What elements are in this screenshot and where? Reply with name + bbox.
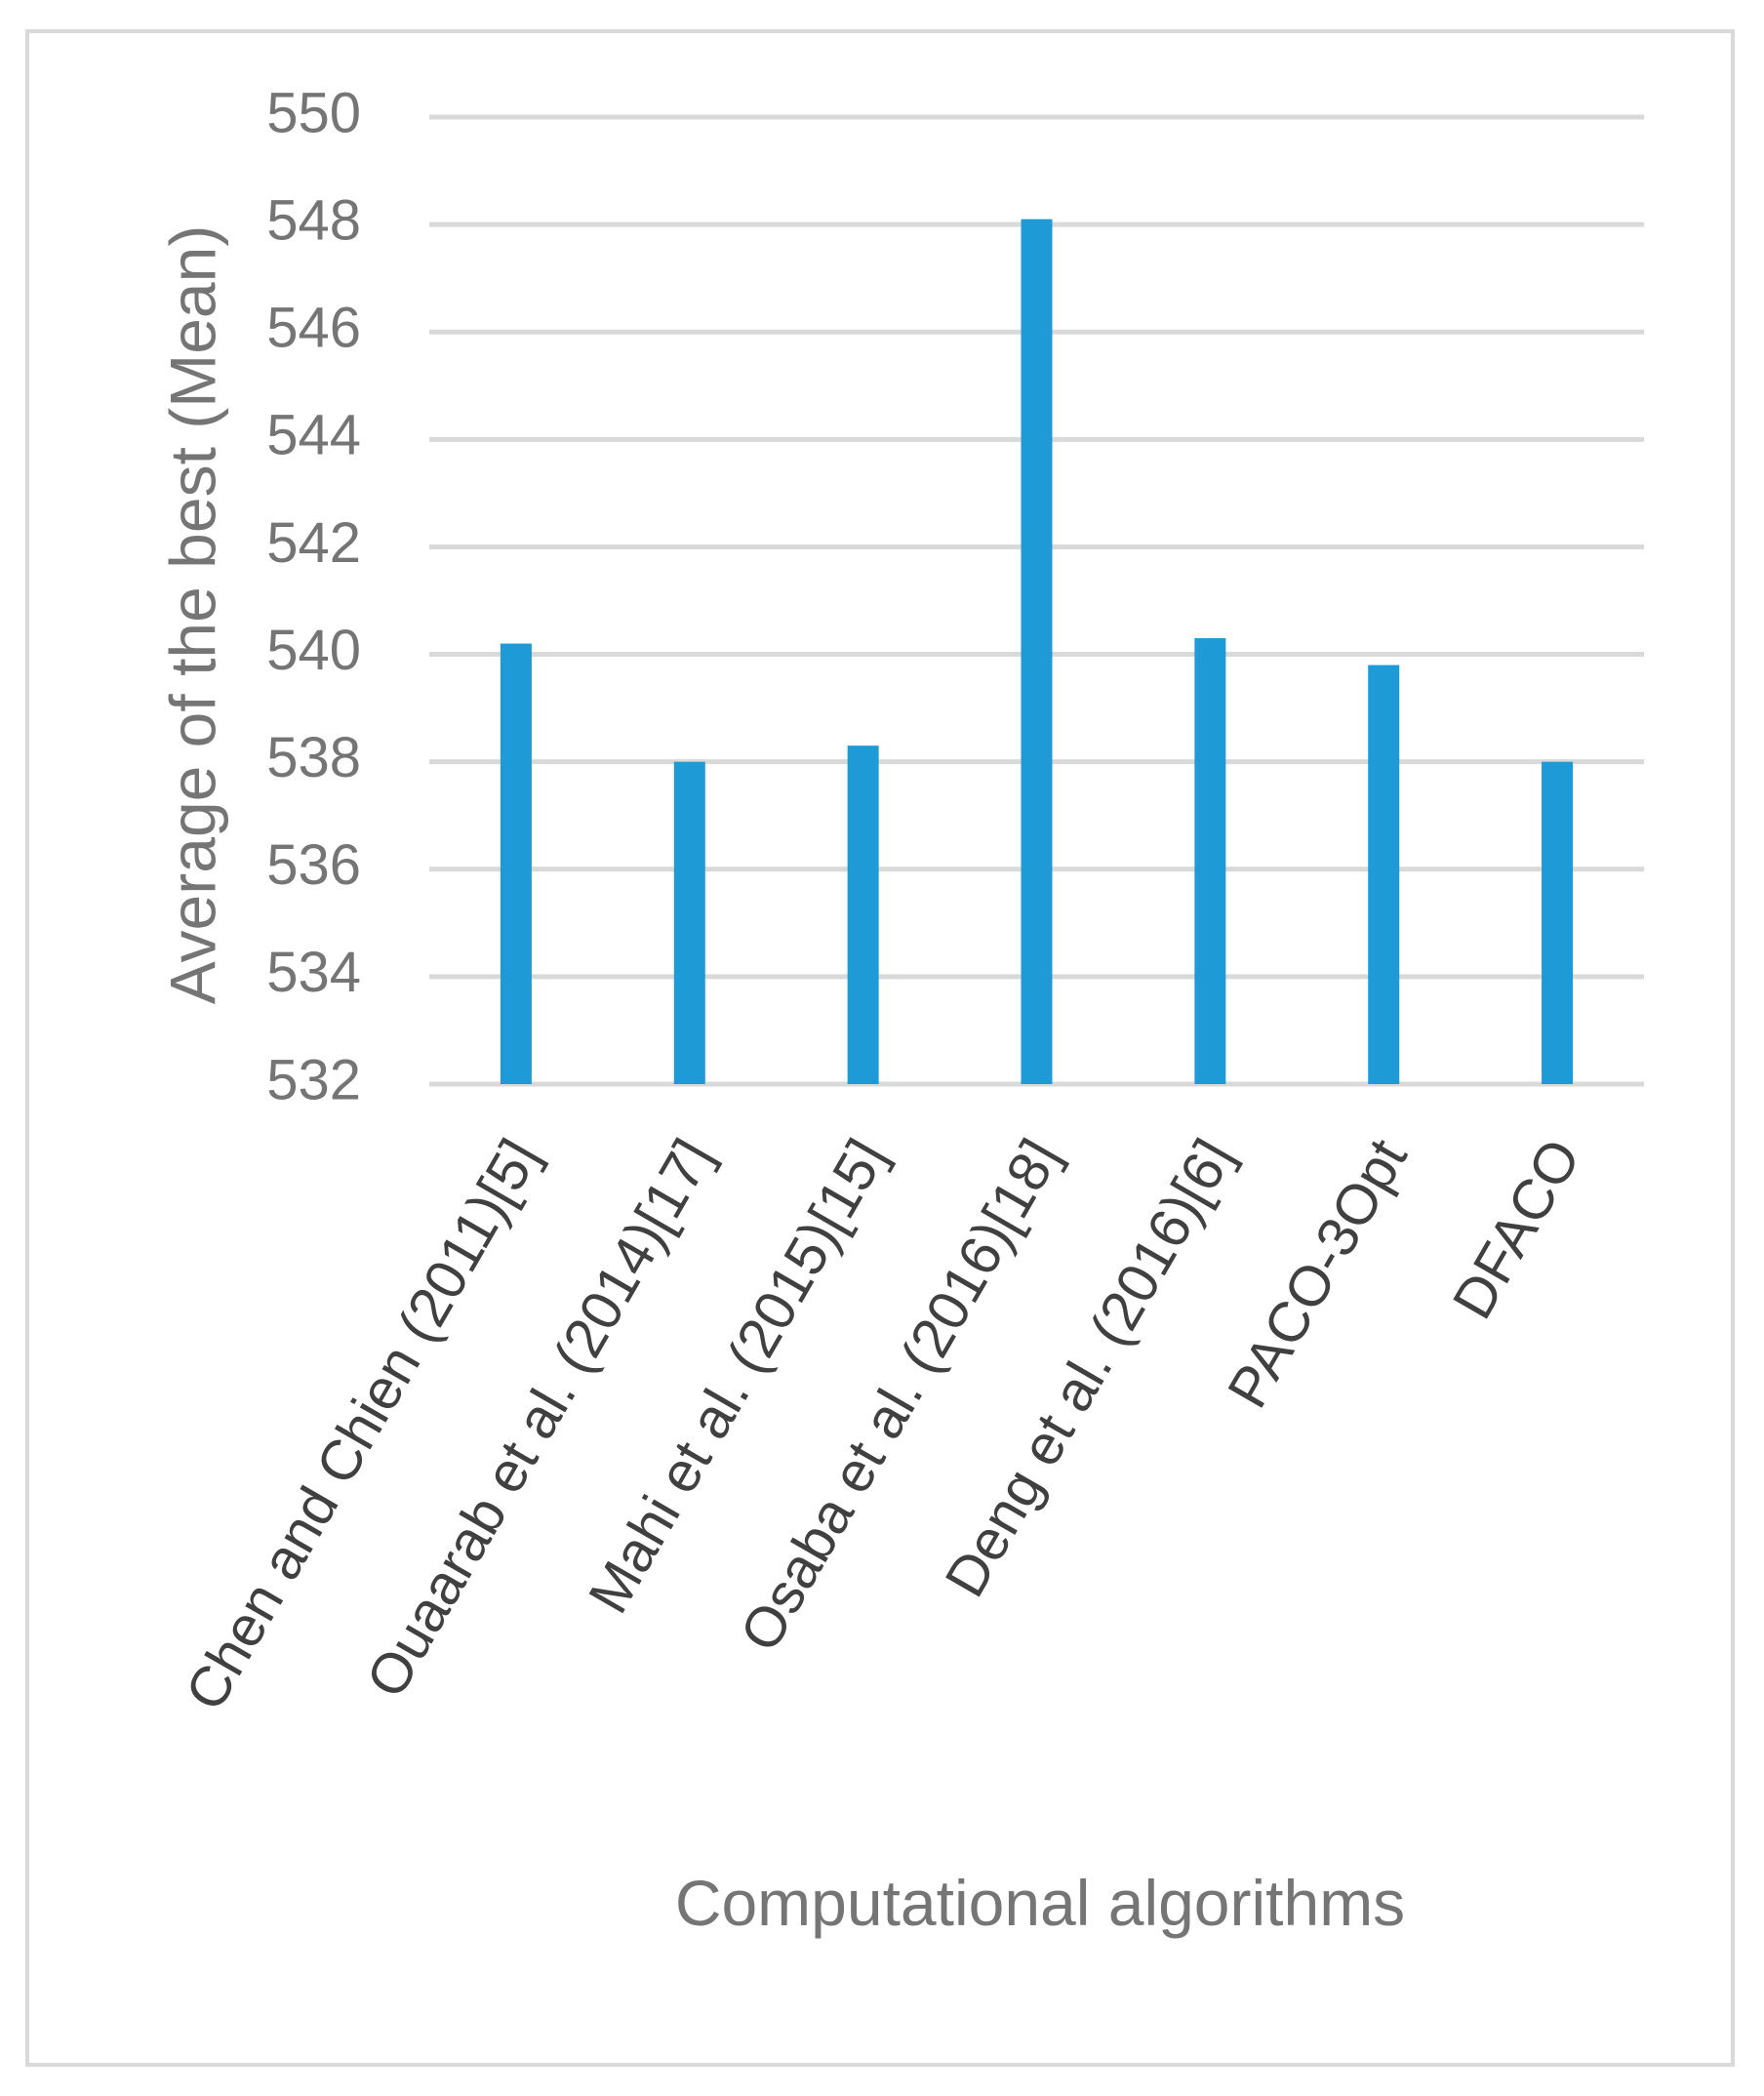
y-tick-label: 548 [266,188,361,252]
x-tick-label: DFACO [1440,1129,1592,1330]
bar [1021,219,1053,1084]
y-tick-label: 546 [266,297,361,360]
y-tick-label: 544 [266,404,361,467]
y-tick-label: 538 [266,726,361,789]
x-axis-title: Computational algorithms [675,1867,1405,1939]
x-tick-label: Ouaarab et al. (2014)[17] [354,1129,725,1709]
bar [1542,761,1574,1084]
y-tick-label: 532 [266,1048,361,1111]
y-tick-label: 542 [266,511,361,575]
y-tick-label: 550 [266,81,361,144]
bars [500,219,1574,1084]
x-axis-categories: Chen and Chien (2011)[5]Ouaarab et al. (… [174,1129,1593,1721]
y-axis-title: Average of the best (Mean) [156,225,228,1005]
y-axis-ticks: 532 534 536 538 540 542 544 546 548 550 [266,81,361,1111]
chart-frame [25,29,1735,2067]
y-tick-label: 534 [266,941,361,1004]
x-tick-label: Mahi et al. (2015)[15] [577,1129,899,1624]
bar [1194,638,1226,1084]
bar [673,761,705,1084]
bar [500,643,532,1084]
y-tick-label: 540 [266,619,361,682]
x-tick-label: Chen and Chien (2011)[5] [174,1129,552,1721]
x-tick-label: Osaba et al. (2016)[18] [728,1129,1072,1662]
bar [1368,665,1400,1084]
y-tick-label: 536 [266,833,361,897]
bar [847,746,879,1084]
x-tick-label: PACO-3Opt [1216,1129,1420,1419]
